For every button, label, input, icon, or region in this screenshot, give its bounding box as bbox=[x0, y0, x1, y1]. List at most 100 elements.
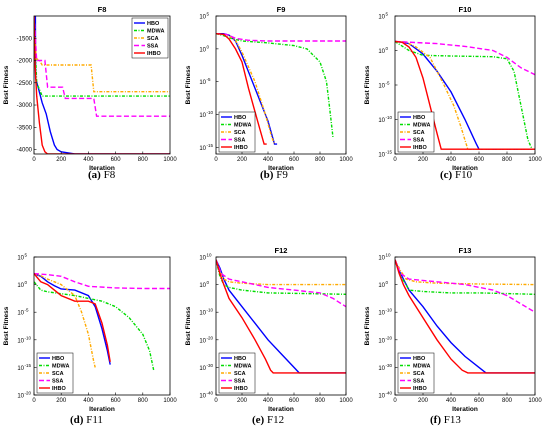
y-axis-label: Best Fitness bbox=[364, 306, 371, 345]
y-tick-label: 10 bbox=[378, 84, 385, 90]
y-tick-label: 10 bbox=[378, 394, 385, 400]
legend-label-sca: SCA bbox=[234, 371, 246, 377]
y-tick-exponent: -10 bbox=[386, 115, 393, 120]
y-tick-exponent: -40 bbox=[386, 391, 393, 396]
y-tick-label: -3000 bbox=[17, 103, 33, 109]
x-tick-label: 400 bbox=[83, 157, 94, 163]
caption-letter: (d) bbox=[70, 414, 84, 426]
series-line-ssa bbox=[34, 272, 170, 290]
y-tick-label: 10 bbox=[199, 311, 206, 317]
chart-panel-4: 0 200 400 600 800 100010510010-510-1010-1510-… bbox=[3, 253, 177, 427]
x-tick-label: 1000 bbox=[163, 398, 177, 404]
legend-box bbox=[397, 352, 435, 394]
plot-frame bbox=[215, 15, 347, 155]
y-tick-label: 10 bbox=[378, 366, 385, 372]
y-tick-label: -2000 bbox=[17, 59, 33, 65]
x-tick-label: 400 bbox=[263, 157, 274, 163]
x-tick-label: 0 bbox=[32, 157, 36, 163]
y-tick-label: 10 bbox=[199, 256, 206, 262]
y-tick-exponent: -15 bbox=[25, 363, 32, 368]
legend-label-hbo: HBO bbox=[52, 356, 65, 362]
y-tick-label: 10 bbox=[199, 80, 206, 86]
y-tick-exponent: -10 bbox=[25, 335, 32, 340]
x-axis-label: Iteration bbox=[452, 165, 478, 172]
panel-title: F9 bbox=[277, 5, 286, 14]
legend-box bbox=[218, 352, 256, 394]
y-tick-label: 10 bbox=[378, 283, 385, 289]
x-tick-label: 800 bbox=[502, 398, 513, 404]
caption-letter: (a) bbox=[88, 169, 101, 181]
x-axis-label: Iteration bbox=[268, 406, 294, 413]
y-tick-exponent: 0 bbox=[207, 44, 210, 49]
y-tick-label: 10 bbox=[378, 15, 385, 21]
legend-box bbox=[218, 111, 256, 153]
x-axis-label: Iteration bbox=[268, 165, 294, 172]
series-line-sca bbox=[395, 259, 535, 286]
y-tick-exponent: 10 bbox=[386, 253, 392, 258]
series-line-sca bbox=[395, 40, 535, 150]
legend-label-hbo: HBO bbox=[147, 21, 160, 27]
y-tick-exponent: 5 bbox=[25, 253, 28, 258]
caption-letter: (e) bbox=[252, 414, 265, 426]
y-tick-label: 10 bbox=[199, 113, 206, 119]
caption-letter: (b) bbox=[260, 169, 274, 181]
y-tick-label: 10 bbox=[199, 47, 206, 53]
x-tick-label: 200 bbox=[237, 157, 248, 163]
y-tick-label: 10 bbox=[199, 338, 206, 344]
panel-title: F13 bbox=[459, 246, 472, 255]
legend-label-ihbo: IHBO bbox=[413, 386, 427, 392]
y-tick-exponent: -15 bbox=[207, 143, 214, 148]
x-tick-label: 800 bbox=[502, 157, 513, 163]
legend-label-ssa: SSA bbox=[234, 138, 245, 144]
legend-label-ssa: SSA bbox=[234, 379, 245, 385]
y-tick-label: 10 bbox=[378, 49, 385, 55]
caption-function: F8 bbox=[101, 169, 116, 181]
subfigure-caption: (a) F8 bbox=[88, 169, 116, 181]
x-tick-label: 0 bbox=[393, 157, 397, 163]
series-line-ihbo bbox=[395, 259, 535, 374]
series-group bbox=[34, 16, 170, 154]
y-axis-label: Best Fitness bbox=[364, 65, 371, 104]
y-tick-exponent: 0 bbox=[207, 280, 210, 285]
series-group bbox=[34, 272, 170, 371]
legend-label-ssa: SSA bbox=[52, 379, 63, 385]
x-tick-label: 400 bbox=[446, 157, 457, 163]
x-tick-label: 0 bbox=[32, 398, 36, 404]
series-line-mdwa bbox=[395, 259, 535, 295]
series-line-ihbo bbox=[216, 33, 267, 145]
panel-title: F10 bbox=[459, 5, 472, 14]
y-tick-exponent: 10 bbox=[207, 253, 213, 258]
subfigure-caption: (c) F10 bbox=[440, 169, 473, 181]
y-tick-label: 10 bbox=[378, 338, 385, 344]
x-tick-label: 600 bbox=[474, 157, 485, 163]
series-line-ihbo bbox=[216, 259, 346, 374]
x-axis-label: Iteration bbox=[452, 406, 478, 413]
y-tick-label: -3500 bbox=[17, 125, 33, 131]
legend-label-ssa: SSA bbox=[413, 379, 424, 385]
legend-label-sca: SCA bbox=[234, 130, 246, 136]
series-line-ssa bbox=[395, 259, 535, 313]
panel-title: F12 bbox=[275, 246, 288, 255]
series-group bbox=[216, 259, 346, 374]
y-tick-exponent: 0 bbox=[386, 46, 389, 51]
chart-panel-1: F8 0 200 400 600 800 1000 -1500 -2000 -2500 -3000 -… bbox=[3, 5, 177, 181]
y-tick-label: 10 bbox=[378, 118, 385, 124]
legend-label-mdwa: MDWA bbox=[234, 123, 251, 129]
x-tick-label: 1000 bbox=[528, 157, 542, 163]
x-tick-label: 400 bbox=[446, 398, 457, 404]
x-axis-label: Iteration bbox=[89, 406, 115, 413]
y-tick-label: 10 bbox=[199, 366, 206, 372]
y-tick-exponent: -5 bbox=[25, 308, 29, 313]
legend-box bbox=[36, 352, 74, 394]
y-tick-exponent: 0 bbox=[386, 280, 389, 285]
legend-label-ihbo: IHBO bbox=[234, 145, 248, 151]
x-tick-label: 1000 bbox=[163, 157, 177, 163]
legend-label-hbo: HBO bbox=[234, 356, 247, 362]
series-group bbox=[395, 259, 535, 374]
subfigure-caption: (d) F11 bbox=[70, 414, 103, 426]
